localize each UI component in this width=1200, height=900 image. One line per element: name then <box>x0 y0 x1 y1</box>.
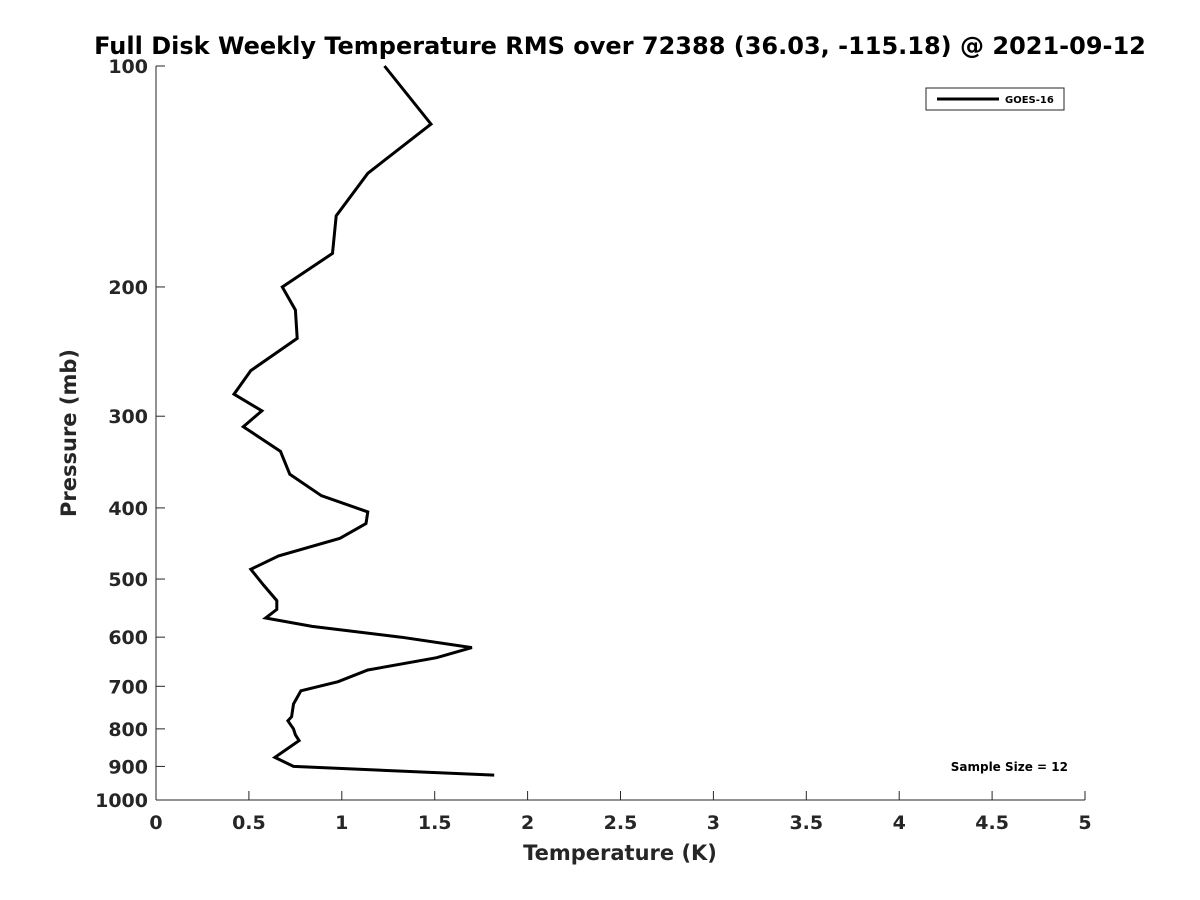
x-tick-label: 1.5 <box>418 812 452 834</box>
y-axis-label: Pressure (mb) <box>57 349 81 517</box>
y-tick-label: 100 <box>108 56 148 78</box>
x-tick-label: 0.5 <box>232 812 266 834</box>
y-tick-label: 200 <box>108 277 148 299</box>
y-tick-label: 1000 <box>95 790 148 812</box>
axes <box>155 66 1085 801</box>
y-tick-label: 700 <box>108 676 148 698</box>
x-tick-label: 1 <box>335 812 348 834</box>
series-line-goes-16 <box>231 65 495 777</box>
x-tick-label: 2.5 <box>604 812 638 834</box>
x-tick-label: 5 <box>1078 812 1091 834</box>
y-tick-label: 900 <box>108 756 148 778</box>
y-tick-label: 800 <box>108 719 148 741</box>
x-ticks: 0 0.5 1 1.5 2 2.5 3 3.5 4 4.5 5 <box>149 791 1092 834</box>
legend-label-goes-16: GOES-16 <box>1005 95 1054 106</box>
x-tick-label: 0 <box>149 812 162 834</box>
y-tick-label: 600 <box>108 627 148 649</box>
y-ticks: 100 200 300 400 500 600 700 800 900 1000 <box>95 56 165 812</box>
x-tick-label: 3.5 <box>789 812 823 834</box>
legend: GOES-16 <box>925 87 1065 111</box>
y-tick-label: 300 <box>108 406 148 428</box>
x-axis-label: Temperature (K) <box>523 841 717 865</box>
x-tick-label: 2 <box>521 812 534 834</box>
y-tick-label: 400 <box>108 498 148 520</box>
x-tick-label: 4.5 <box>975 812 1009 834</box>
sample-size-annotation: Sample Size = 12 <box>951 760 1068 774</box>
chart-title: Full Disk Weekly Temperature RMS over 72… <box>94 32 1146 60</box>
x-tick-label: 3 <box>707 812 720 834</box>
x-tick-label: 4 <box>893 812 906 834</box>
y-tick-label: 500 <box>108 569 148 591</box>
series-layer <box>231 65 495 777</box>
